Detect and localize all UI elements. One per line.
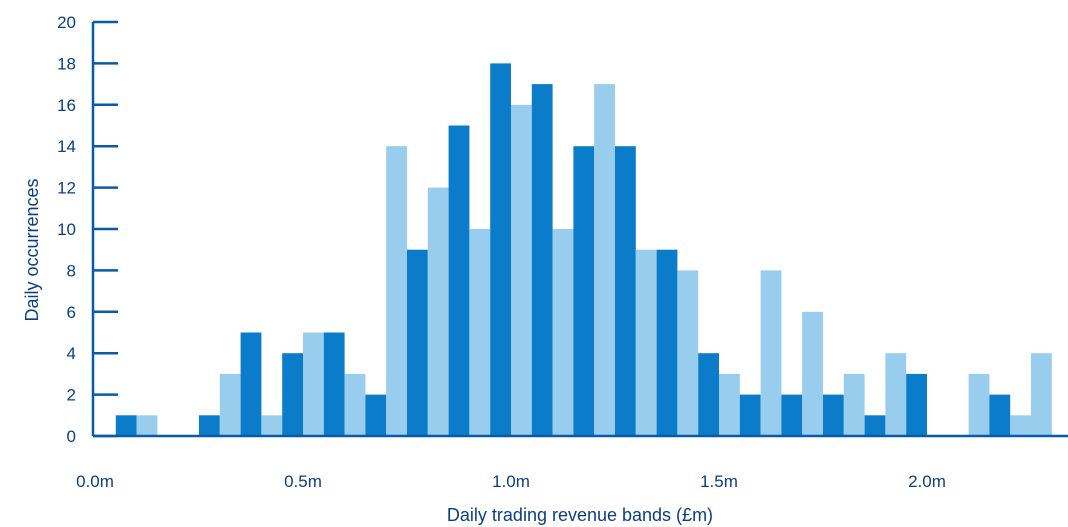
y-tick-label: 16: [57, 96, 76, 115]
bar: [531, 84, 553, 436]
bar: [303, 332, 324, 436]
x-tick-label: 0.5m: [284, 472, 322, 491]
bar: [906, 373, 927, 436]
bar: [511, 104, 532, 437]
y-tick-label: 10: [57, 220, 76, 239]
y-tick-label: 8: [67, 261, 76, 280]
bar: [1031, 353, 1052, 436]
bar: [594, 84, 615, 436]
x-tick-label: 0.0m: [76, 472, 114, 491]
bar: [885, 353, 907, 436]
y-tick-label: 0: [67, 427, 76, 446]
bar: [282, 353, 303, 436]
y-ticks-group: 0 2 4 6 8 10 12 14 16 18 20: [57, 13, 118, 446]
bar: [989, 394, 1011, 436]
bar: [760, 270, 782, 436]
bar: [240, 332, 262, 436]
bar: [843, 373, 865, 436]
bar: [802, 311, 823, 436]
bar: [552, 229, 574, 436]
x-axis-title: Daily trading revenue bands (£m): [447, 505, 713, 525]
bar: [781, 394, 803, 436]
bar: [739, 394, 761, 436]
bar: [968, 373, 990, 436]
bar: [823, 394, 844, 436]
bar: [864, 415, 886, 436]
x-tick-label: 1.0m: [492, 472, 530, 491]
bar: [427, 187, 449, 436]
y-tick-label: 18: [57, 54, 76, 73]
x-tick-label: 2.0m: [908, 472, 946, 491]
bar: [490, 63, 511, 437]
y-tick-label: 2: [67, 386, 76, 405]
bar: [698, 353, 719, 436]
bar: [719, 373, 740, 436]
bar: [136, 415, 158, 436]
x-ticks-group: 0.0m 0.5m 1.0m 1.5m 2.0m: [76, 472, 946, 491]
y-tick-label: 14: [57, 137, 76, 156]
bar: [199, 415, 220, 436]
bar: [219, 373, 241, 436]
y-tick-label: 6: [67, 303, 76, 322]
bar: [573, 146, 595, 436]
bar: [469, 229, 491, 436]
y-tick-label: 12: [57, 179, 76, 198]
bar: [407, 249, 428, 436]
bar: [656, 249, 678, 436]
x-tick-label: 1.5m: [700, 472, 738, 491]
y-tick-label: 4: [67, 344, 76, 363]
bar: [323, 332, 345, 436]
bar: [448, 125, 470, 436]
bar: [386, 146, 407, 436]
bar: [635, 249, 657, 436]
bar: [261, 415, 283, 436]
bar: [677, 270, 699, 436]
bars-group: [115, 63, 1052, 437]
bar: [615, 146, 636, 436]
bar: [115, 415, 137, 436]
y-tick-label: 20: [57, 13, 76, 32]
bar: [344, 373, 366, 436]
y-axis-title: Daily occurrences: [22, 178, 42, 321]
bar: [1010, 415, 1031, 436]
bar: [365, 394, 387, 436]
